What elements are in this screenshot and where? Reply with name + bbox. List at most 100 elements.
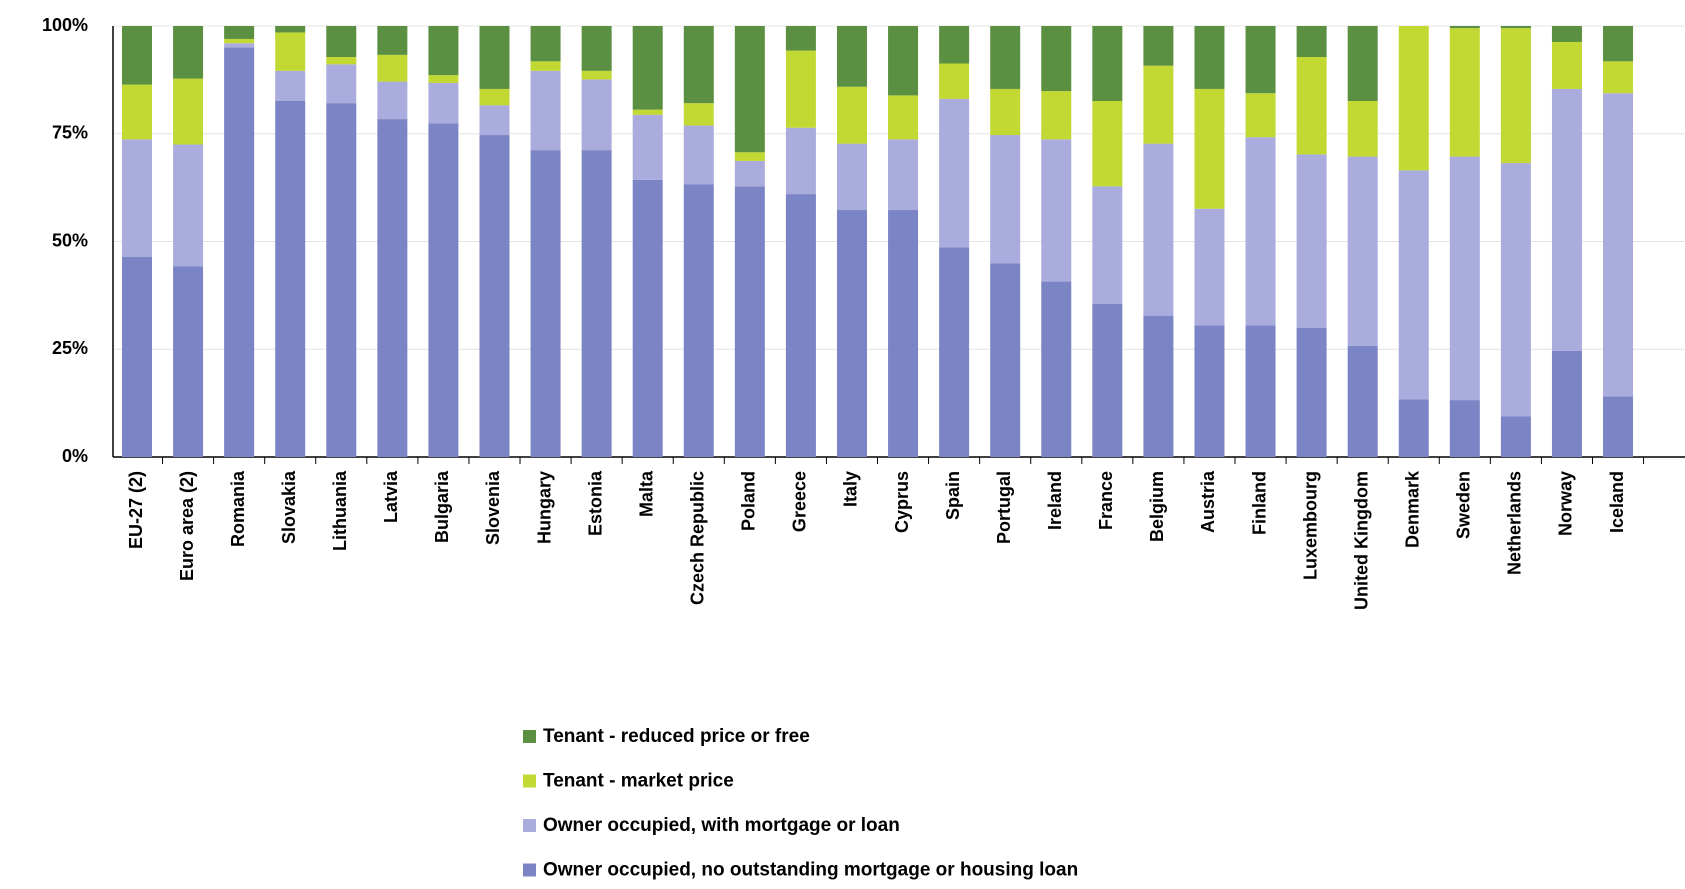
legend-swatch xyxy=(523,819,536,832)
bar-segment xyxy=(122,257,152,457)
bar-segment xyxy=(888,26,919,96)
x-tick-label: Austria xyxy=(1198,470,1218,533)
bar-segment xyxy=(1603,61,1634,94)
bar-segment xyxy=(990,88,1021,136)
bar-segment xyxy=(479,105,510,136)
bar-segment xyxy=(1398,399,1429,457)
bar-segment xyxy=(173,144,204,267)
bar-segment xyxy=(1500,163,1531,417)
bar-segment xyxy=(1551,88,1582,351)
bar-segment xyxy=(1500,416,1531,457)
bar-segment xyxy=(122,84,152,140)
bar-segment xyxy=(1449,26,1480,29)
bar-segment xyxy=(1449,28,1480,157)
bar-segment xyxy=(1041,139,1072,282)
bar-segment xyxy=(1092,186,1123,304)
bar-segment xyxy=(1449,156,1480,401)
bar-segment xyxy=(581,150,612,458)
bar-segment xyxy=(377,26,408,55)
bar-segment xyxy=(1092,26,1123,101)
x-tick-label: Slovenia xyxy=(483,470,503,545)
bar-segment xyxy=(275,32,306,71)
bar-segment xyxy=(734,152,765,161)
bar-segment xyxy=(1143,315,1174,457)
bar-segment xyxy=(1194,325,1225,457)
x-tick-label: Czech Republic xyxy=(688,471,708,605)
bar-segment xyxy=(1041,26,1072,92)
x-tick-label: Norway xyxy=(1556,471,1576,536)
bar-segment xyxy=(990,135,1021,264)
bar-segment xyxy=(785,194,816,457)
legend-swatch xyxy=(523,863,536,877)
x-tick-label: Lithuania xyxy=(330,470,350,551)
bar-segment xyxy=(377,81,408,120)
bar-segment xyxy=(1194,26,1225,89)
x-tick-label: Euro area (2) xyxy=(177,471,197,581)
x-tick-label: Finland xyxy=(1249,471,1269,535)
bar-segment xyxy=(939,98,970,248)
bar-segment xyxy=(1041,281,1072,457)
bar-segment xyxy=(1143,26,1174,66)
legend-text: Owner occupied, with mortgage or loan xyxy=(543,815,900,836)
bar-segment xyxy=(224,43,255,48)
legend-swatch xyxy=(523,730,536,743)
bar-segment xyxy=(734,160,765,187)
legend-text: Owner occupied, no outstanding mortgage … xyxy=(543,860,1078,881)
bar-segment xyxy=(683,103,714,126)
bar-segment xyxy=(683,184,714,457)
bar-segment xyxy=(326,57,357,65)
bar-segment xyxy=(1603,26,1634,62)
bar-segment xyxy=(326,64,357,104)
bar-segment xyxy=(530,70,561,151)
bar-segment xyxy=(785,50,816,128)
bar-segment xyxy=(1296,57,1327,155)
x-tick-label: Netherlands xyxy=(1505,471,1525,575)
bar-segment xyxy=(1603,396,1634,457)
x-tick-label: Spain xyxy=(943,471,963,520)
bar-segment xyxy=(888,210,919,457)
x-tick-label: Bulgaria xyxy=(432,470,452,543)
bar-segment xyxy=(1092,303,1123,457)
bar-segment xyxy=(1296,26,1327,58)
bar-segment xyxy=(224,26,255,39)
x-tick-label: Slovakia xyxy=(279,470,299,544)
bar-segment xyxy=(888,95,919,140)
bar-segment xyxy=(1143,143,1174,316)
x-tick-label: Estonia xyxy=(585,470,605,536)
bar-segment xyxy=(122,26,152,85)
bar-segment xyxy=(785,26,816,51)
bar-segment xyxy=(1551,26,1582,42)
bar-segment xyxy=(530,150,561,458)
bar-segment xyxy=(581,79,612,151)
bar-segment xyxy=(683,125,714,185)
bar-segment xyxy=(479,135,510,457)
bar-segment xyxy=(632,179,663,457)
x-tick-label: Cyprus xyxy=(892,471,912,533)
bar-segment xyxy=(836,143,867,211)
bar-segment xyxy=(836,86,867,144)
x-tick-label: EU-27 (2) xyxy=(126,471,146,549)
bar-segment xyxy=(1347,156,1378,346)
x-tick-label: Greece xyxy=(790,471,810,532)
bar-segment xyxy=(632,26,663,110)
y-tick-label: 75% xyxy=(52,123,88,143)
bar-segment xyxy=(836,210,867,457)
x-tick-label: Malta xyxy=(636,470,656,517)
bar-segment xyxy=(1603,93,1634,397)
x-tick-label: Poland xyxy=(739,471,759,531)
bar-segment xyxy=(1347,345,1378,457)
legend-text: Tenant - reduced price or free xyxy=(543,726,810,747)
bar-segment xyxy=(1551,350,1582,457)
y-tick-label: 100% xyxy=(42,15,88,35)
bar-segment xyxy=(173,78,204,145)
bar-segment xyxy=(428,75,459,83)
legend-swatch xyxy=(523,774,536,788)
bar-segment xyxy=(122,139,152,258)
bar-segment xyxy=(1245,93,1276,138)
bar-segment xyxy=(479,26,510,89)
x-tick-label: Belgium xyxy=(1147,471,1167,542)
bar-segment xyxy=(1449,400,1480,457)
bar-segment xyxy=(1245,26,1276,94)
bar-segment xyxy=(1092,100,1123,187)
